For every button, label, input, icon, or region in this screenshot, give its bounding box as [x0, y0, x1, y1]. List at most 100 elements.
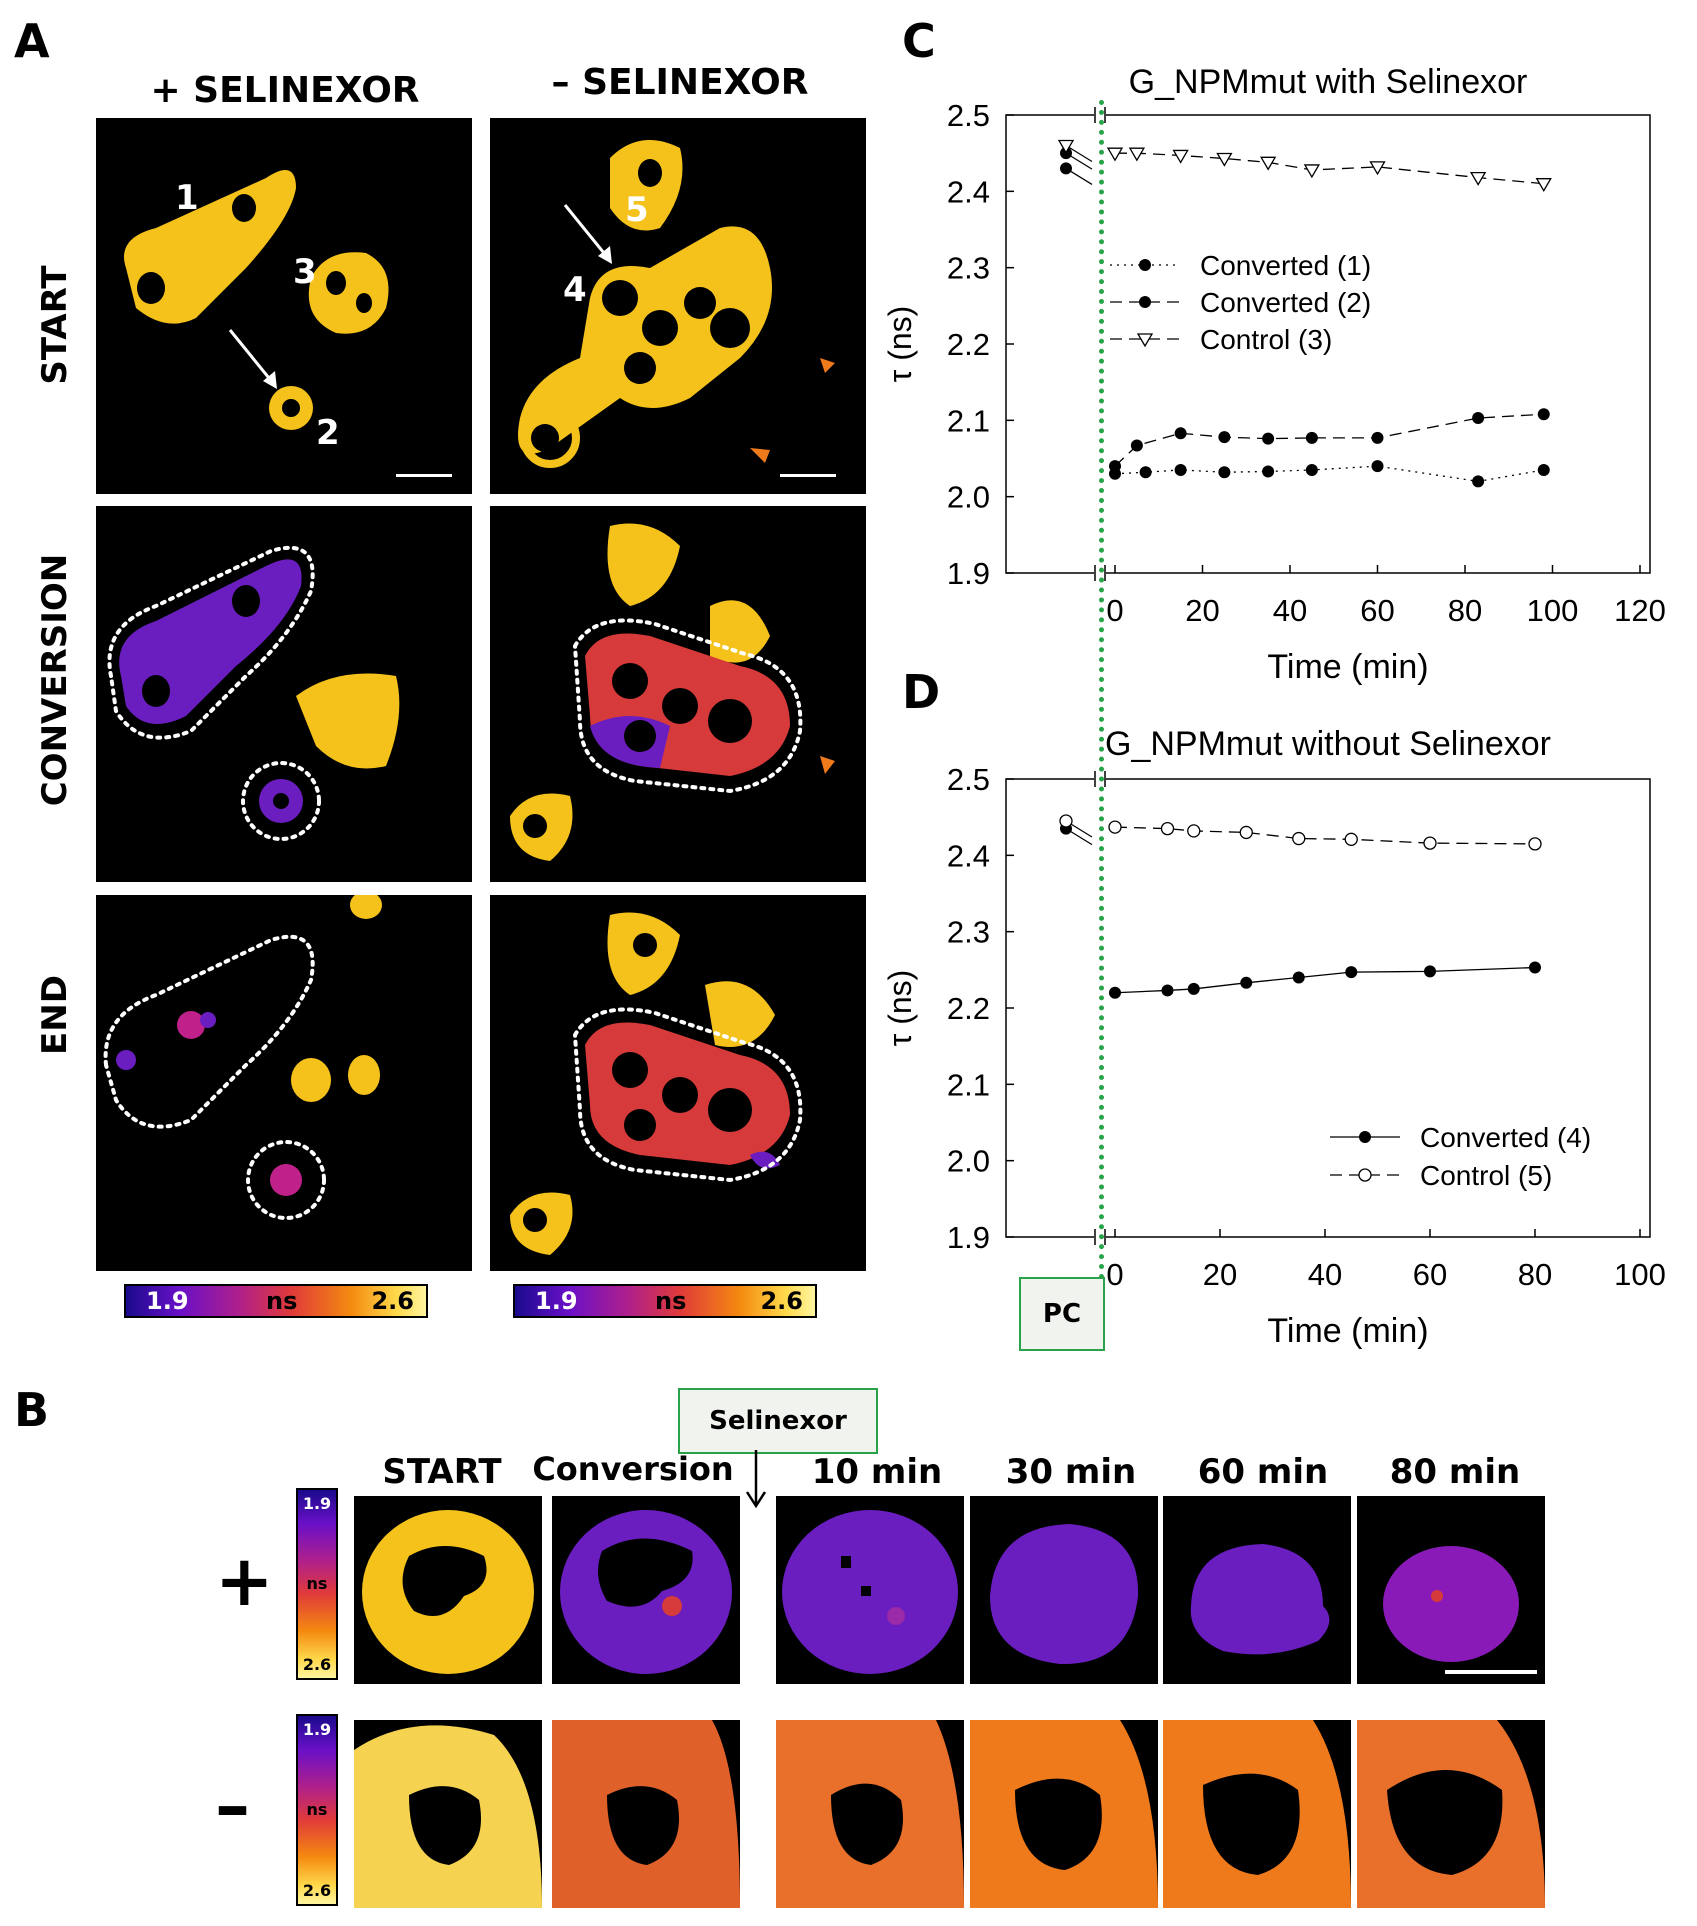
colorbar-b-plus: 1.9 ns 2.6	[296, 1488, 338, 1680]
x-tick-label: 80	[1448, 593, 1482, 628]
timepoint-80min: 80 min	[1389, 1452, 1521, 1492]
legend-label: Converted (1)	[1200, 250, 1371, 281]
cell-label-2: 2	[316, 413, 340, 453]
y-tick-label: 2.2	[947, 327, 990, 362]
y-tick-label: 2.4	[947, 838, 990, 873]
data-point	[1239, 825, 1253, 840]
column-label-minus: – SELINEXOR	[551, 62, 809, 103]
b-plus-10min	[776, 1496, 964, 1684]
data-point	[1216, 152, 1233, 167]
colorbar-max: 2.6	[371, 1287, 414, 1315]
chart-title-D: G_NPMmut without Selinexor	[1105, 725, 1551, 763]
x-tick-label: 0	[1106, 593, 1123, 628]
image-minus-conversion	[490, 506, 866, 882]
image-plus-start	[96, 118, 472, 494]
x-tick-label: 120	[1614, 593, 1666, 628]
arrow-down-icon	[745, 1450, 767, 1509]
data-point	[1060, 162, 1072, 175]
x-axis-label: Time (min)	[1267, 1312, 1428, 1350]
b-plus-80min	[1357, 1496, 1545, 1684]
data-point	[1537, 463, 1550, 476]
colorbar-unit: ns	[306, 1574, 328, 1593]
b-plus-30min	[970, 1496, 1158, 1684]
data-point	[1371, 460, 1384, 473]
data-point	[1528, 837, 1542, 851]
legend-marker	[1139, 259, 1151, 271]
y-tick-label: 2.3	[947, 251, 990, 286]
y-tick-label: 2.1	[947, 1067, 990, 1102]
x-tick-label: 20	[1203, 1257, 1237, 1292]
legend-marker	[1359, 1131, 1371, 1143]
image-minus-start	[490, 118, 866, 494]
legend-marker	[1139, 296, 1151, 308]
y-tick-label: 1.9	[947, 1220, 990, 1255]
x-tick-label: 40	[1308, 1257, 1342, 1292]
y-tick-label: 2.5	[947, 98, 990, 133]
x-tick-label: 80	[1518, 1257, 1552, 1292]
pc-guide-line	[1099, 100, 1104, 1320]
data-point	[1130, 439, 1143, 452]
colorbar-unit: ns	[655, 1287, 687, 1315]
b-minus-80min	[1357, 1720, 1545, 1908]
y-tick-label: 2.5	[947, 762, 990, 797]
data-point	[1371, 431, 1384, 444]
colorbar-max: 2.6	[302, 1655, 332, 1674]
y-tick-label: 2.1	[947, 403, 990, 438]
b-minus-60min	[1163, 1720, 1351, 1908]
series-line	[1114, 966, 1536, 994]
cell-label-1: 1	[175, 178, 199, 218]
b-plus-60min	[1163, 1496, 1351, 1684]
data-point	[1172, 149, 1189, 164]
data-point	[1059, 814, 1073, 828]
data-point	[1109, 460, 1121, 473]
panel-letter-a: A	[14, 14, 50, 68]
data-point	[1160, 821, 1175, 836]
data-point	[1529, 961, 1541, 974]
timepoint-start: START	[382, 1452, 502, 1492]
colorbar-unit: ns	[266, 1287, 298, 1315]
pc-box: PC	[1019, 1277, 1105, 1351]
data-point	[1535, 178, 1552, 192]
x-tick-label: 60	[1360, 593, 1394, 628]
data-point	[1108, 820, 1122, 834]
colorbar-b-minus: 1.9 ns 2.6	[296, 1714, 338, 1906]
b-minus-conversion	[552, 1720, 740, 1908]
data-point	[1369, 161, 1386, 176]
data-point	[1218, 466, 1231, 479]
data-point	[1344, 832, 1358, 846]
series-connector	[1065, 145, 1093, 163]
colorbar-max: 2.6	[760, 1287, 803, 1315]
data-point	[1292, 831, 1306, 846]
data-point	[1292, 971, 1305, 984]
x-tick-label: 20	[1185, 593, 1219, 628]
series-line	[1114, 465, 1544, 483]
selinexor-box: Selinexor	[678, 1388, 878, 1454]
y-axis-label: τ (ns)	[882, 306, 918, 383]
data-point	[1109, 986, 1121, 999]
data-point	[1174, 463, 1187, 476]
data-point	[1262, 465, 1275, 478]
x-tick-label: 60	[1413, 1257, 1447, 1292]
y-tick-label: 2.4	[947, 174, 990, 209]
timepoint-30min: 30 min	[1005, 1452, 1137, 1492]
series-line	[1114, 826, 1536, 845]
timepoint-10min: 10 min	[811, 1452, 943, 1492]
colorbar-unit: ns	[306, 1800, 328, 1819]
colorbar-min: 1.9	[146, 1287, 189, 1315]
data-point	[1472, 475, 1485, 488]
arrow-icon	[563, 204, 612, 264]
cell-label-3: 3	[293, 252, 317, 292]
timepoint-conversion: Conversion	[532, 1450, 734, 1488]
b-minus-start	[354, 1720, 542, 1908]
data-point	[1187, 824, 1201, 838]
legend-label: Converted (4)	[1420, 1122, 1591, 1153]
x-tick-label: 40	[1273, 593, 1307, 628]
image-plus-conversion	[96, 506, 472, 882]
data-point	[1106, 147, 1124, 162]
x-tick-label: 100	[1527, 593, 1579, 628]
data-point	[1187, 982, 1200, 995]
legend-marker	[1358, 1168, 1372, 1182]
image-plus-end	[96, 895, 472, 1271]
colorbar-min: 1.9	[302, 1720, 332, 1739]
data-point	[1537, 408, 1550, 421]
